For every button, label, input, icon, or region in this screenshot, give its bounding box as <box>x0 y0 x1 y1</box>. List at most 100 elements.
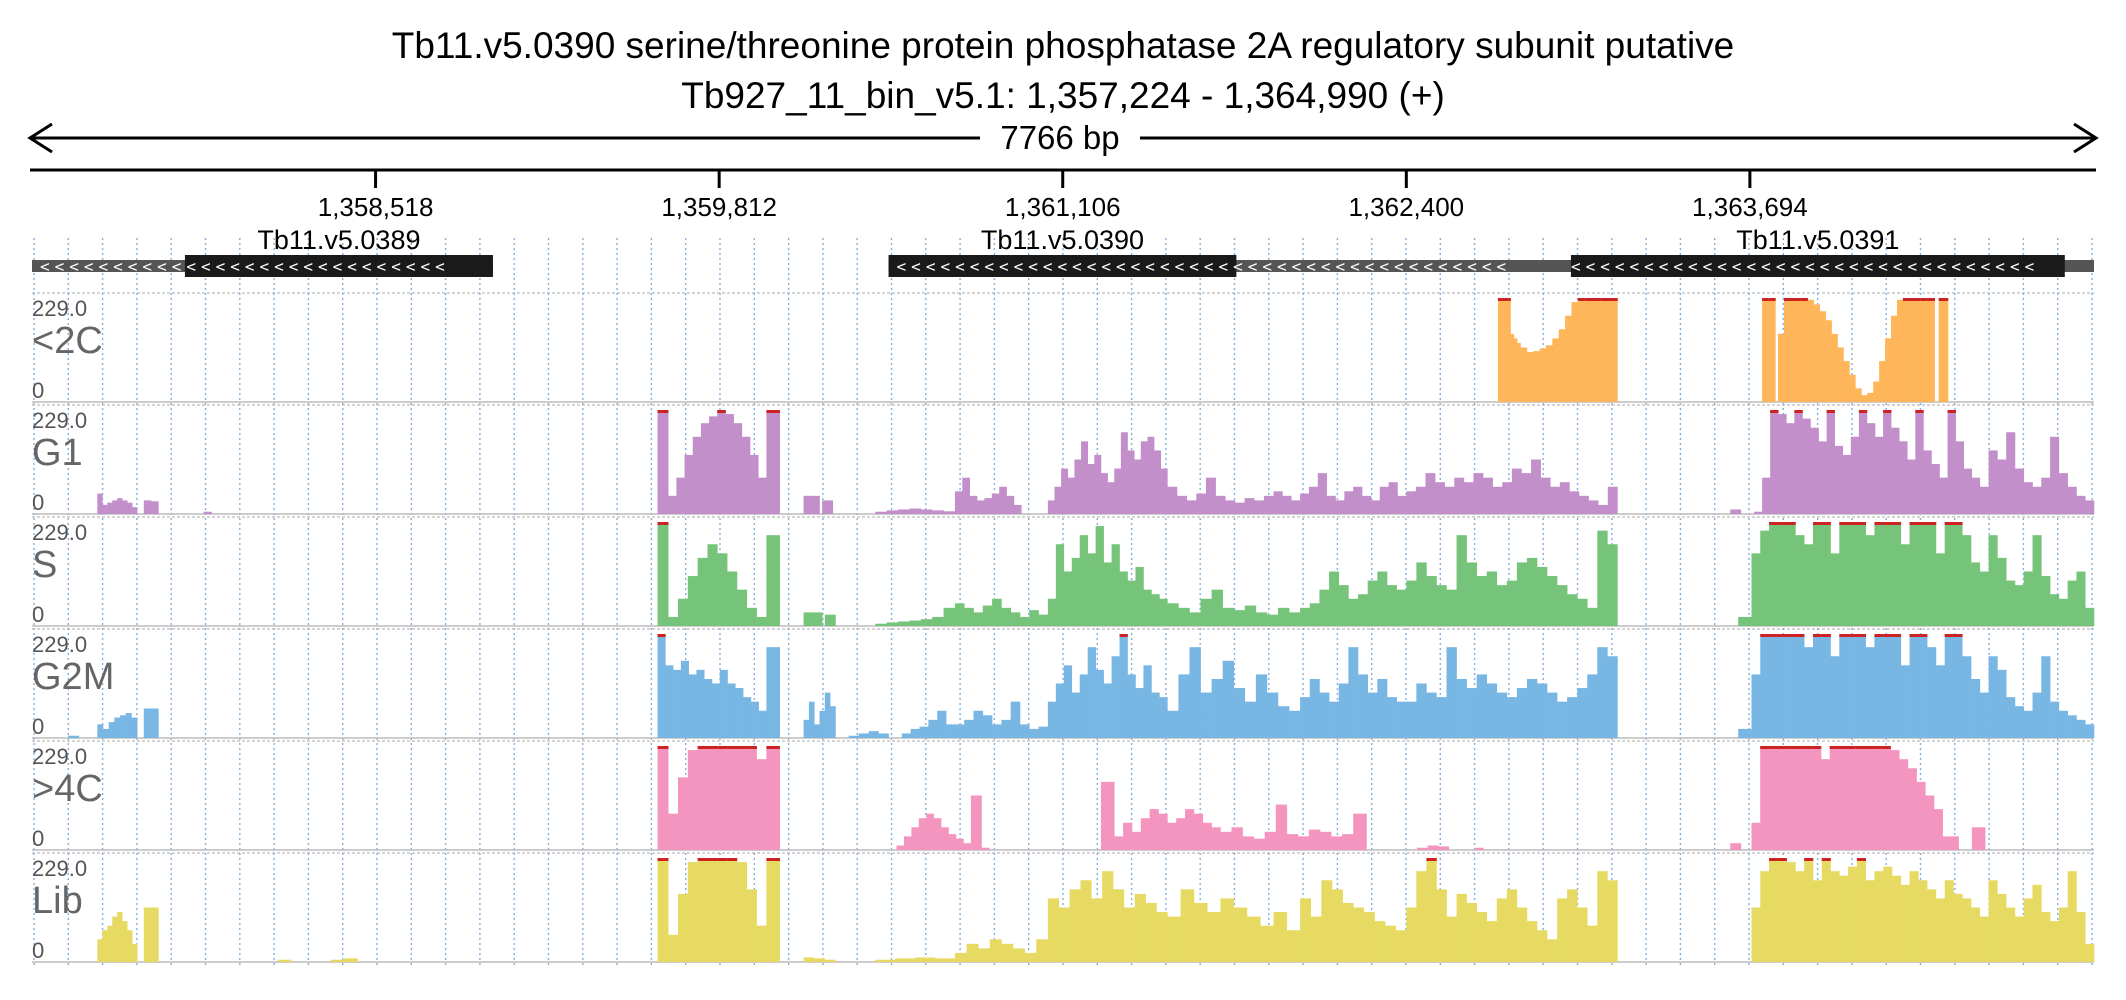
coverage-bar <box>668 813 679 850</box>
coverage-bar <box>1907 459 1916 514</box>
track-Lib: 229.0 0 Lib <box>32 852 2095 963</box>
track-max-label: 229.0 <box>32 744 87 769</box>
coverage-bar <box>687 576 698 626</box>
coverage-bar <box>1855 746 1865 850</box>
coverage-bar <box>1510 333 1515 402</box>
coverage-bar <box>977 500 985 514</box>
track-name-label: G1 <box>32 432 83 474</box>
coverage-bar <box>886 622 899 626</box>
coverage-bar <box>1160 468 1168 514</box>
coverage-bar <box>1577 688 1588 738</box>
overflow-mark <box>697 746 708 749</box>
overflow-mark <box>766 410 774 413</box>
coverage-bar <box>2023 482 2033 514</box>
coverage-bar <box>1047 701 1057 738</box>
coverage-bar <box>1830 871 1840 962</box>
x-tick-label: 1,359,812 <box>661 192 777 222</box>
coverage-bar <box>1013 948 1025 962</box>
coverage-bar <box>911 827 920 850</box>
coverage-bar <box>2014 468 2025 514</box>
coverage-bar <box>743 697 752 738</box>
coverage-bar <box>1438 846 1450 850</box>
coverage-bar <box>1395 930 1407 962</box>
coverage-bar <box>1454 477 1465 514</box>
overflow-mark <box>1920 298 1928 301</box>
coverage-bar <box>733 423 743 514</box>
coverage-bar <box>1186 500 1197 514</box>
coverage-bar <box>709 416 718 514</box>
coverage-bar <box>1557 585 1568 626</box>
coverage-bar <box>1010 701 1021 738</box>
coverage-bar <box>1520 347 1528 402</box>
coverage-bar <box>966 943 979 962</box>
coverage-bar <box>1536 566 1548 626</box>
coverage-bar <box>1476 912 1488 962</box>
coverage-bar <box>1353 486 1363 514</box>
coverage-bar <box>999 486 1007 514</box>
coverage-bar <box>1473 473 1484 514</box>
coverage-bar <box>2014 706 2025 738</box>
coverage-bar <box>1247 916 1261 962</box>
coverage-bar <box>1310 916 1322 962</box>
coverage-bar <box>1047 898 1060 962</box>
coverage-bar <box>1087 553 1096 626</box>
coverage-bar <box>1754 511 1763 514</box>
coverage-bar <box>1831 333 1838 402</box>
coverage-bar <box>875 623 887 626</box>
coverage-bar <box>1396 701 1407 738</box>
coverage-bar <box>151 708 159 738</box>
coverage-bar <box>1804 858 1814 962</box>
coverage-bar <box>1178 607 1190 626</box>
coverage-bar <box>1873 381 1880 402</box>
overflow-mark <box>1600 298 1610 301</box>
coverage-bar <box>1119 571 1128 626</box>
overflow-mark <box>657 858 664 861</box>
coverage-bar <box>1607 656 1618 738</box>
coverage-bar <box>1567 889 1578 962</box>
gene-label: Tb11.v5.0390 <box>981 225 1144 255</box>
coverage-bar <box>1426 576 1437 626</box>
coverage-bar <box>1497 298 1503 402</box>
coverage-bar <box>1825 320 1832 402</box>
coverage-bar <box>943 511 956 514</box>
coverage-bar <box>736 862 748 962</box>
coverage-bar <box>868 731 879 738</box>
coverage-bar <box>1953 893 1963 962</box>
coverage-bar <box>1587 674 1598 738</box>
coverage-bar <box>969 495 978 514</box>
coverage-bar <box>1795 298 1803 402</box>
coverage-bar <box>1095 526 1104 626</box>
coverage-bar <box>1220 898 1235 962</box>
coverage-bar <box>1997 669 2007 738</box>
coverage-bar <box>1300 697 1311 738</box>
coverage-bar <box>1149 809 1159 850</box>
coverage-bar <box>1848 634 1858 738</box>
coverage-bar <box>1180 889 1195 962</box>
coverage-bar <box>1275 804 1288 850</box>
coverage-bar <box>803 957 815 962</box>
coverage-bar <box>1839 522 1849 626</box>
coverage-bar <box>1821 759 1830 850</box>
coverage-bar <box>1988 535 1998 626</box>
coverage-bar <box>1909 634 1919 738</box>
coverage-bar <box>657 746 664 850</box>
coverage-bar <box>1119 634 1128 738</box>
coverage-bar <box>1935 898 1945 962</box>
coverage-bar <box>736 589 748 626</box>
coverage-bar <box>1308 829 1321 850</box>
coverage-bar <box>2023 898 2033 962</box>
coverage-bar <box>1506 580 1518 626</box>
coverage-bar <box>1907 768 1917 850</box>
coverage-bar <box>2085 724 2095 738</box>
coverage-bar <box>132 943 138 962</box>
coverage-bar <box>1353 813 1367 850</box>
coverage-bar <box>676 477 685 514</box>
overflow-mark <box>657 522 664 525</box>
coverage-bar <box>741 436 751 514</box>
coverage-bar <box>992 724 1002 738</box>
coverage-bar <box>1342 834 1354 850</box>
coverage-bar <box>773 858 780 962</box>
coverage-bar <box>1502 298 1508 402</box>
coverage-bar <box>1812 634 1823 738</box>
coverage-bar <box>2032 535 2042 626</box>
